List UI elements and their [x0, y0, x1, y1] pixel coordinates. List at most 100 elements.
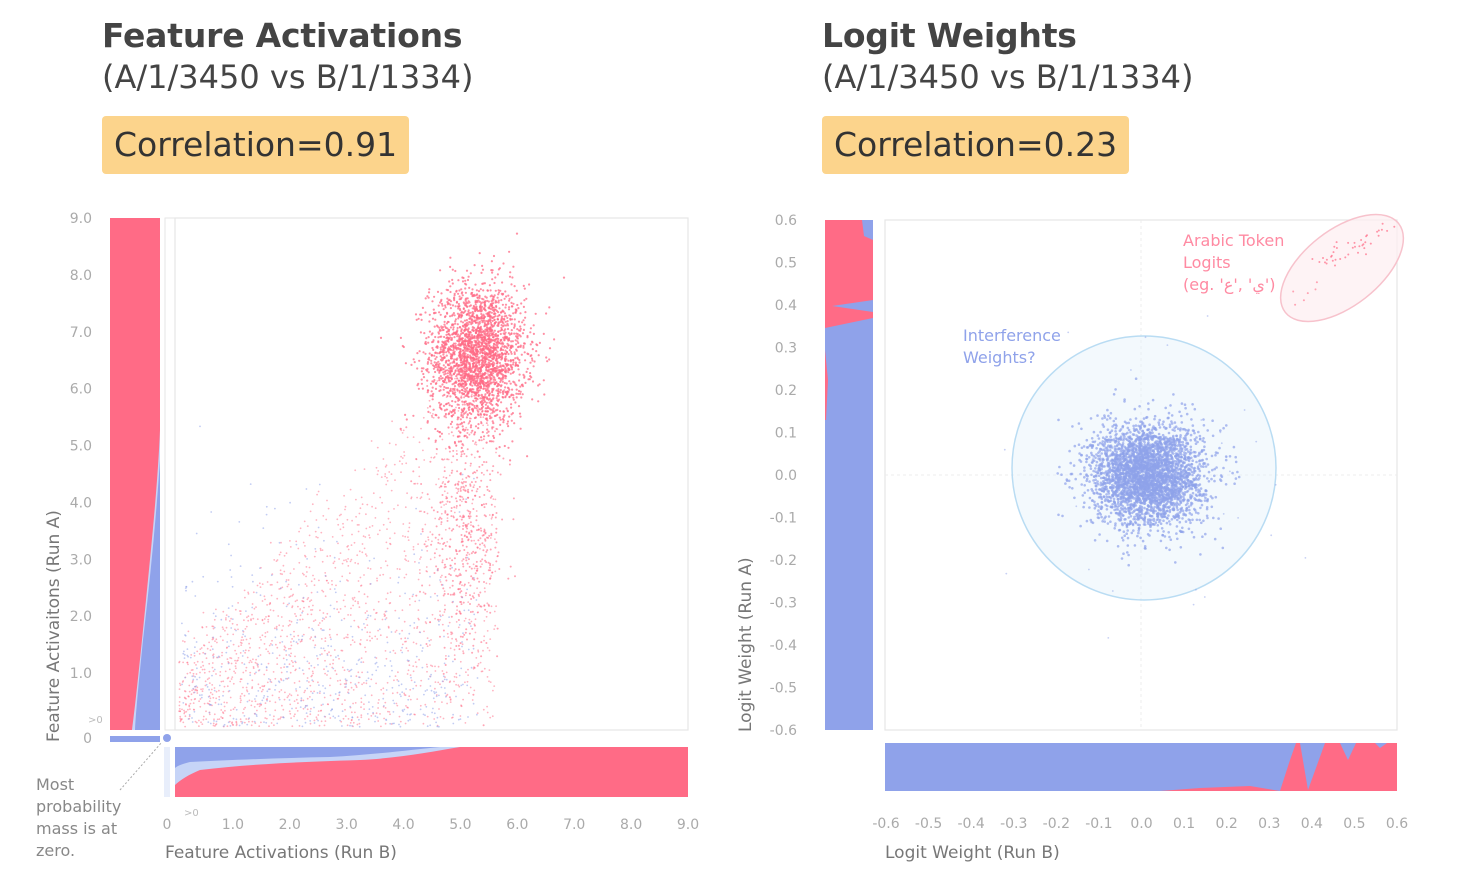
left-scatter-point	[387, 510, 390, 513]
left-scatter-point	[322, 647, 325, 650]
left-scatter-point	[447, 320, 450, 324]
left-scatter-point	[448, 573, 451, 576]
left-scatter-point	[449, 326, 452, 329]
left-scatter-point	[231, 605, 234, 607]
left-scatter-point	[234, 649, 237, 652]
left-scatter-point	[241, 662, 244, 664]
left-scatter-point	[274, 636, 277, 639]
left-scatter-point	[349, 705, 352, 708]
left-scatter-point	[294, 660, 296, 663]
left-scatter-point	[196, 678, 198, 681]
left-scatter-point	[465, 569, 468, 572]
left-scatter-point	[267, 678, 270, 680]
left-scatter-point	[191, 721, 194, 723]
left-scatter-point	[293, 568, 295, 570]
left-scatter-point	[350, 625, 352, 628]
left-scatter-point	[455, 487, 458, 490]
left-scatter-point	[230, 678, 233, 680]
left-scatter-point	[321, 549, 324, 551]
left-scatter-point	[486, 370, 489, 373]
left-scatter-point	[357, 626, 360, 629]
left-scatter-point	[312, 574, 314, 577]
left-scatter-point	[209, 722, 212, 725]
left-scatter-point	[481, 410, 484, 413]
left-scatter-point	[181, 718, 183, 720]
left-scatter-point	[355, 675, 358, 678]
left-scatter-point	[310, 613, 313, 616]
left-scatter-point	[460, 380, 463, 383]
left-scatter-point	[425, 705, 428, 708]
left-scatter-point	[488, 440, 492, 443]
left-scatter-point	[491, 513, 494, 516]
left-scatter-point	[460, 518, 463, 521]
left-scatter-point	[488, 368, 491, 371]
left-scatter-point	[356, 524, 359, 526]
left-scatter-point	[438, 401, 441, 404]
left-scatter-point	[211, 662, 214, 664]
left-scatter-point	[453, 557, 456, 560]
left-scatter-point	[331, 708, 333, 711]
left-scatter-point	[464, 722, 467, 724]
left-scatter-point	[398, 723, 400, 726]
left-scatter-point	[415, 665, 418, 668]
left-scatter-point	[270, 643, 272, 645]
left-scatter-point	[419, 331, 422, 334]
left-scatter-point	[510, 388, 514, 391]
left-scatter-point	[421, 647, 424, 649]
left-scatter-point	[357, 671, 360, 674]
left-scatter-point	[507, 390, 510, 393]
left-scatter-point	[345, 636, 348, 639]
left-scatter-point	[369, 615, 372, 617]
left-scatter-point	[192, 680, 194, 682]
left-scatter-point	[480, 529, 483, 532]
left-scatter-point	[472, 550, 475, 553]
left-scatter-point	[391, 692, 394, 695]
left-scatter-point	[491, 516, 493, 519]
left-scatter-point	[507, 371, 510, 374]
left-scatter-point	[384, 560, 387, 563]
left-scatter-point	[471, 498, 474, 501]
left-scatter-point	[309, 510, 312, 513]
left-scatter-point	[459, 334, 462, 337]
left-scatter-point	[223, 705, 226, 708]
left-scatter-point	[211, 666, 214, 669]
left-scatter-point	[438, 533, 441, 536]
left-scatter-point	[417, 578, 420, 581]
left-scatter-point	[343, 683, 346, 685]
left-scatter-point	[481, 558, 484, 561]
left-scatter-point	[450, 411, 453, 414]
left-scatter-point	[496, 385, 499, 388]
left-scatter-point	[466, 428, 469, 431]
left-scatter-point	[221, 651, 224, 654]
left-scatter-point	[187, 663, 189, 666]
left-scatter-point	[460, 455, 463, 458]
left-scatter-point	[328, 634, 331, 636]
left-scatter-point	[482, 329, 485, 333]
left-scatter-point	[468, 692, 470, 695]
left-scatter-point	[468, 517, 471, 520]
left-scatter-point	[478, 343, 481, 346]
left-scatter-point	[457, 430, 460, 433]
left-scatter-point	[433, 552, 436, 555]
left-scatter-point	[458, 648, 461, 651]
left-scatter-point	[503, 324, 506, 327]
left-scatter-point	[512, 302, 515, 305]
left-scatter-point	[347, 558, 349, 560]
left-scatter-point	[456, 339, 459, 342]
left-scatter-point	[507, 425, 510, 428]
left-scatter-point	[451, 383, 454, 386]
left-scatter-point	[493, 685, 496, 687]
left-scatter-point	[451, 559, 454, 562]
left-scatter-point	[460, 603, 463, 606]
left-scatter-point	[482, 364, 485, 367]
left-scatter-point	[488, 680, 490, 683]
left-scatter-point	[285, 580, 287, 583]
left-scatter-point	[231, 585, 234, 588]
left-scatter-point	[461, 544, 464, 547]
left-scatter-point	[339, 608, 342, 610]
left-scatter-point	[438, 620, 440, 623]
left-scatter-point	[355, 498, 357, 501]
left-scatter-point	[460, 396, 463, 399]
left-scatter-point	[476, 529, 478, 532]
left-scatter-point	[282, 657, 285, 660]
